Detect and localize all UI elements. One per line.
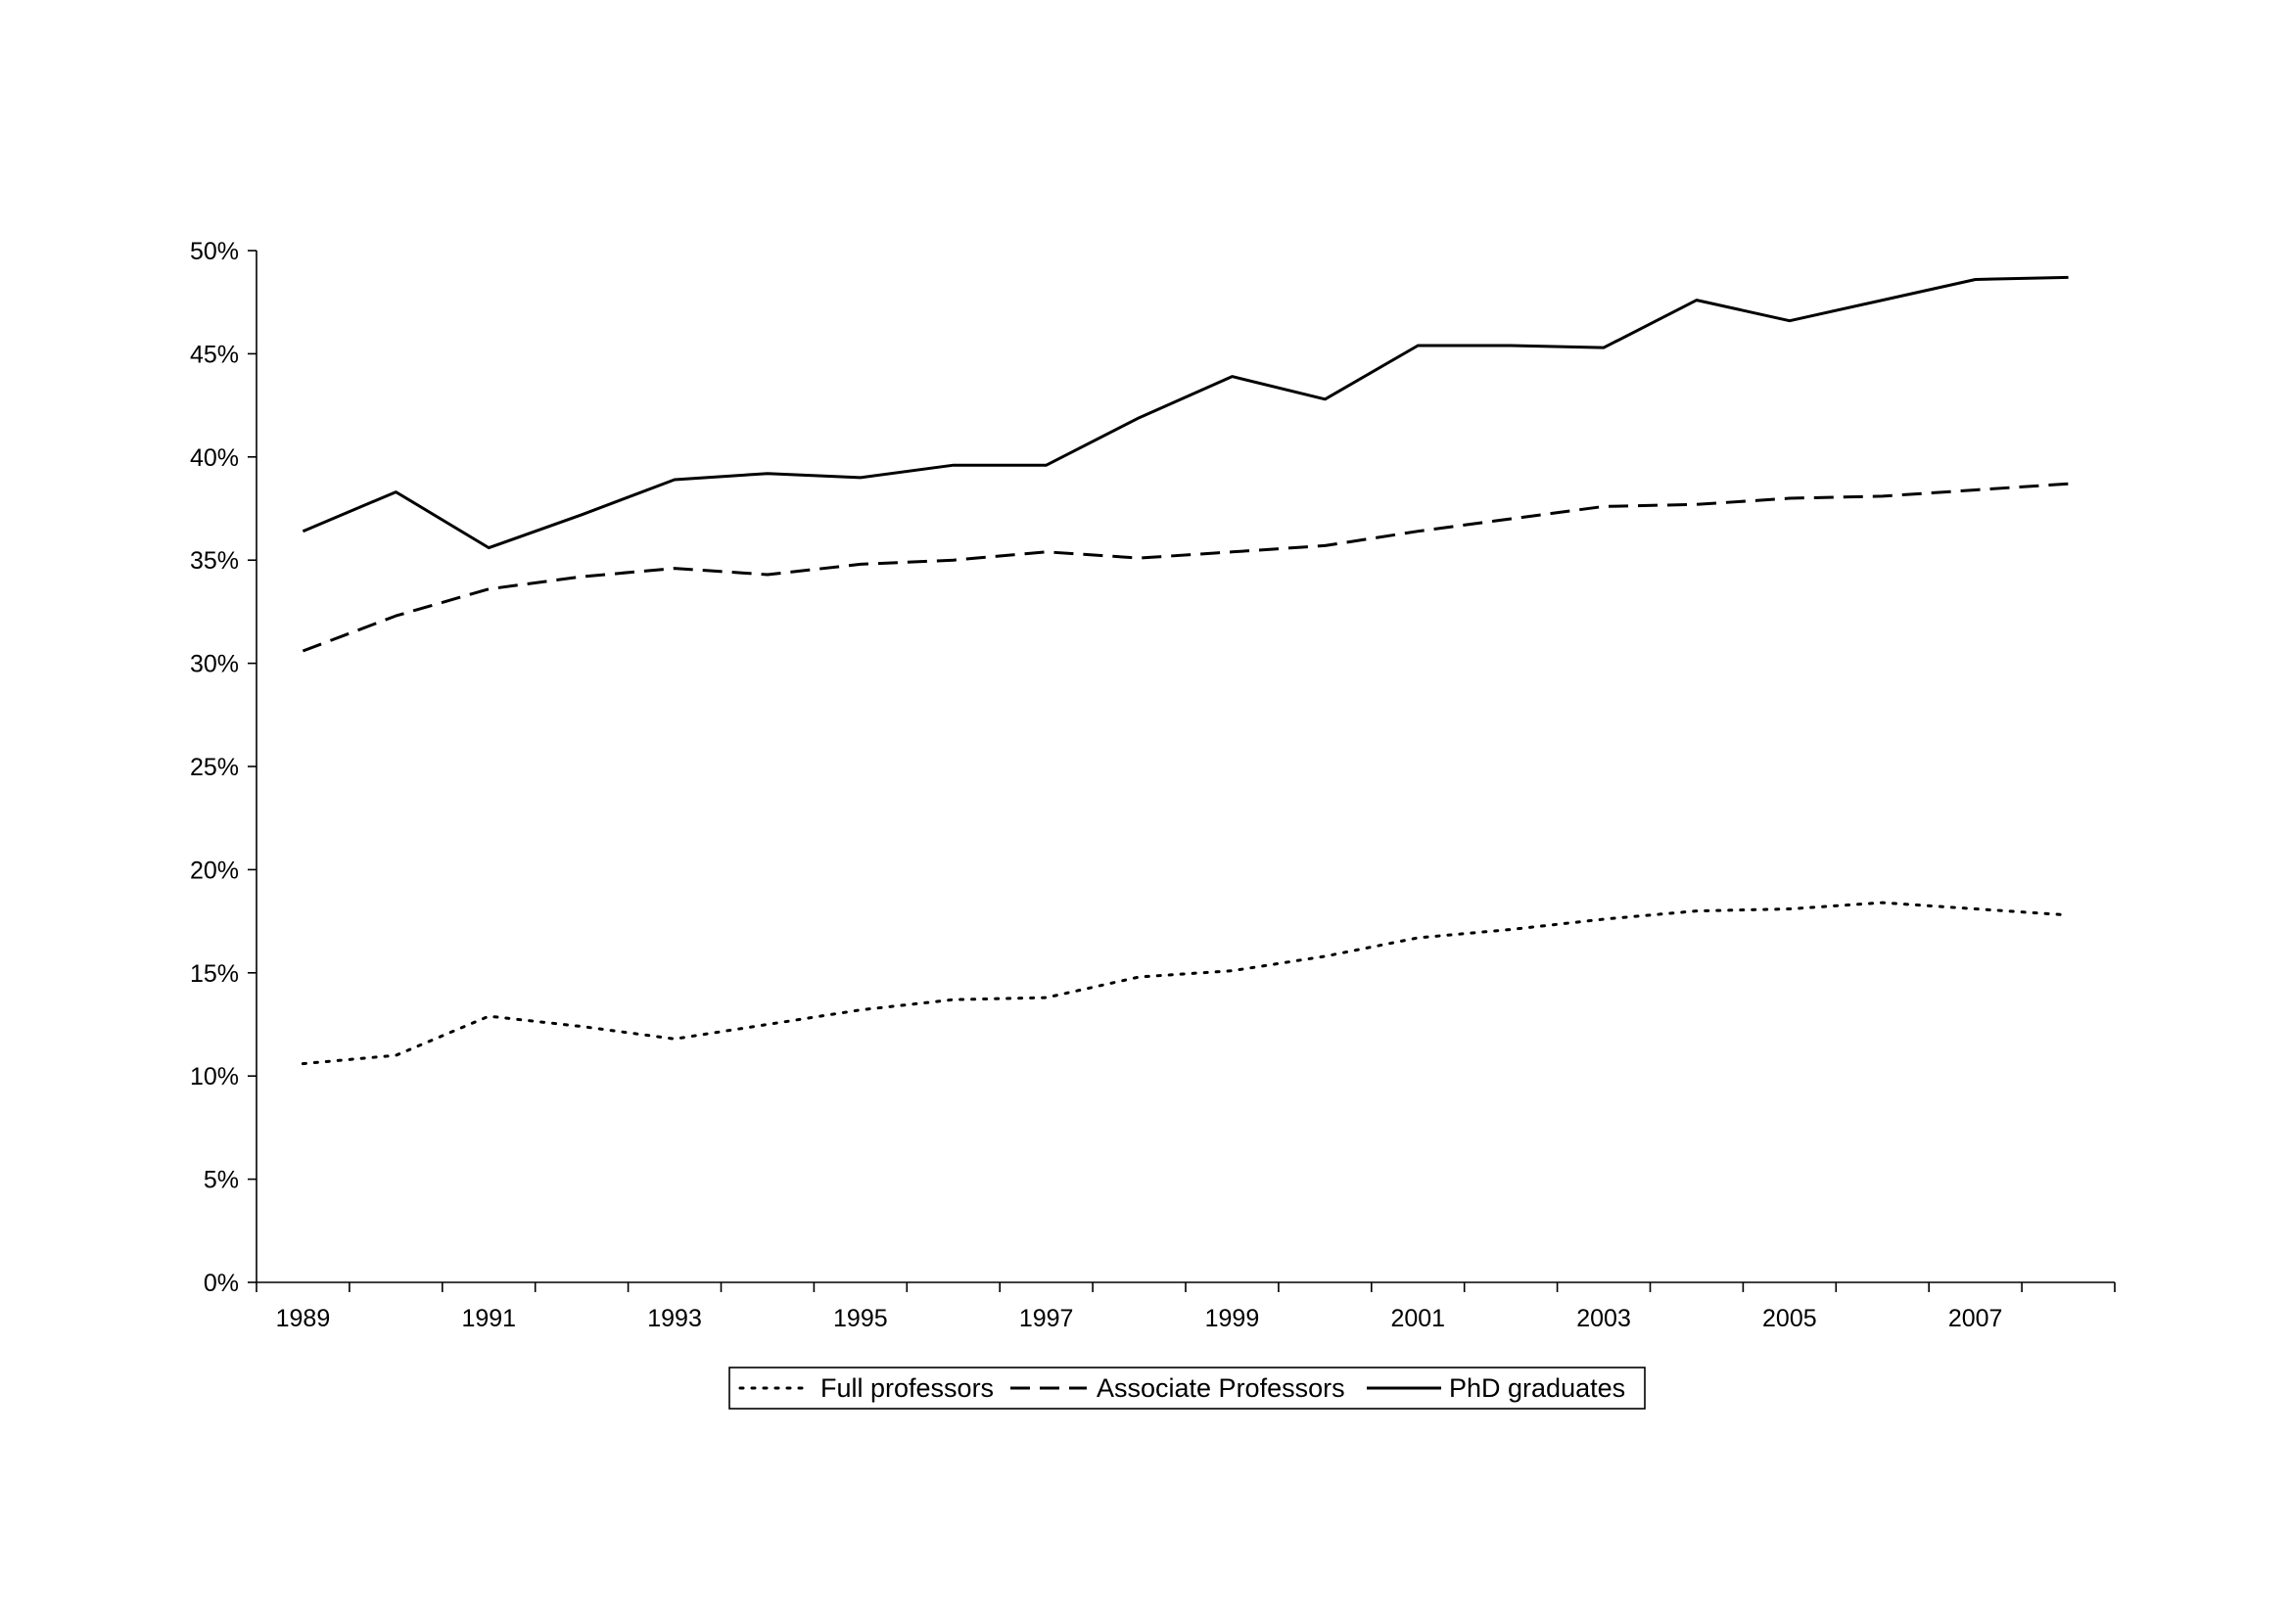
- series-line-associate-professors: [302, 482, 2069, 653]
- x-tick-label: 1993: [647, 1305, 702, 1332]
- y-tick-label: 10%: [190, 1063, 239, 1090]
- y-tick-label: 0%: [204, 1270, 239, 1297]
- legend-label: PhD graduates: [1449, 1373, 1625, 1403]
- x-tick-label: 1999: [1205, 1305, 1260, 1332]
- x-tick-label: 2003: [1576, 1305, 1631, 1332]
- series-line-phd-graduates: [302, 275, 2069, 550]
- y-tick-label: 15%: [190, 960, 239, 988]
- y-tick-label: 5%: [204, 1167, 239, 1194]
- y-tick-label: 45%: [190, 341, 239, 368]
- legend: Full professors Associate Professors PhD g…: [728, 1367, 1646, 1410]
- axes: 0% 5% 10% 15% 20% 25% 30% 35% 40% 45% 50% 1989 1991 1…: [190, 238, 2116, 1332]
- y-tick-label: 30%: [190, 651, 239, 678]
- series-line-full-professors: [301, 901, 2071, 1066]
- legend-label: Associate Professors: [1097, 1373, 1345, 1403]
- legend-label: Full professors: [820, 1373, 994, 1403]
- y-tick-label: 35%: [190, 547, 239, 575]
- x-tick-label: 1997: [1019, 1305, 1074, 1332]
- legend-box: [728, 1367, 1646, 1410]
- x-tick-label: 1995: [833, 1305, 888, 1332]
- x-tick-label: 1989: [276, 1305, 331, 1332]
- series-lines: [301, 275, 2071, 1066]
- y-tick-label: 40%: [190, 444, 239, 472]
- x-tick-label: 2001: [1390, 1305, 1445, 1332]
- x-tick-label: 1991: [461, 1305, 516, 1332]
- x-tick-label: 2005: [1762, 1305, 1817, 1332]
- y-tick-label: 50%: [190, 238, 239, 265]
- y-tick-label: 20%: [190, 857, 239, 884]
- y-tick-label: 25%: [190, 754, 239, 781]
- x-tick-label: 2007: [1948, 1305, 2003, 1332]
